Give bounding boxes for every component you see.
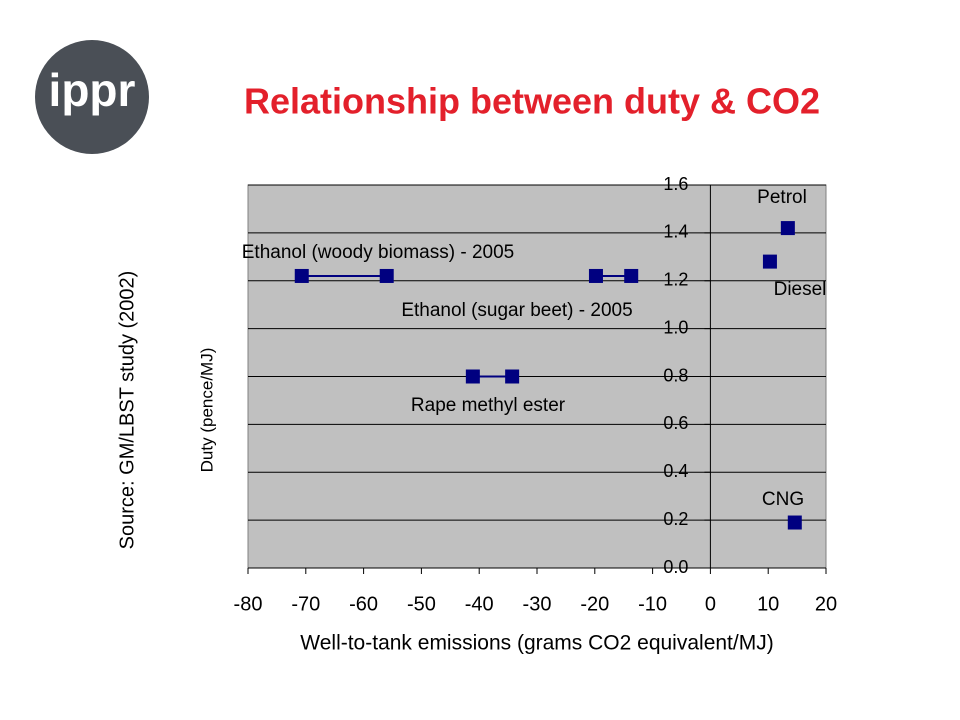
source-note: Source: GM/LBST study (2002) [116,271,138,550]
x-tick-label: -20 [580,593,609,615]
y-tick-label: 1.6 [663,174,688,194]
x-tick-label: 20 [815,593,837,615]
series-label: Ethanol (woody biomass) - 2005 [242,242,514,263]
x-tick-label: -70 [291,593,320,615]
y-tick-label: 0.8 [663,365,688,385]
y-tick-label: 0.4 [663,461,688,481]
marker [505,369,520,384]
marker [624,268,639,283]
x-tick-label: -10 [638,593,667,615]
x-tick-label: -50 [407,593,436,615]
marker [294,268,309,283]
y-tick-label: 1.2 [663,270,688,290]
x-tick-label: -40 [465,593,494,615]
logo-badge [35,40,149,154]
series-label: CNG [762,489,804,510]
marker [588,268,603,283]
marker [780,221,795,236]
x-tick-label: -30 [523,593,552,615]
chart-title: Relationship between duty & CO2 [244,81,820,122]
marker [787,515,802,530]
y-tick-label: 1.4 [663,222,688,242]
y-tick-label: 0.0 [663,557,688,577]
series-label: Petrol [757,187,807,208]
x-tick-label: -60 [349,593,378,615]
y-tick-label: 0.6 [663,413,688,433]
marker [762,254,777,269]
marker [465,369,480,384]
x-tick-label: 0 [705,593,716,615]
series-label: Diesel [774,279,827,300]
marker [379,268,394,283]
y-axis-title: Duty (pence/MJ) [197,348,216,473]
y-tick-label: 0.2 [663,509,688,529]
y-tick-label: 1.0 [663,317,688,337]
series-label: Ethanol (sugar beet) - 2005 [401,300,632,321]
x-axis-title: Well-to-tank emissions (grams CO2 equiva… [300,632,773,655]
series-label: Rape methyl ester [411,395,566,416]
x-tick-label: 10 [757,593,779,615]
logo-text: ippr [49,64,136,116]
x-tick-label: -80 [234,593,263,615]
